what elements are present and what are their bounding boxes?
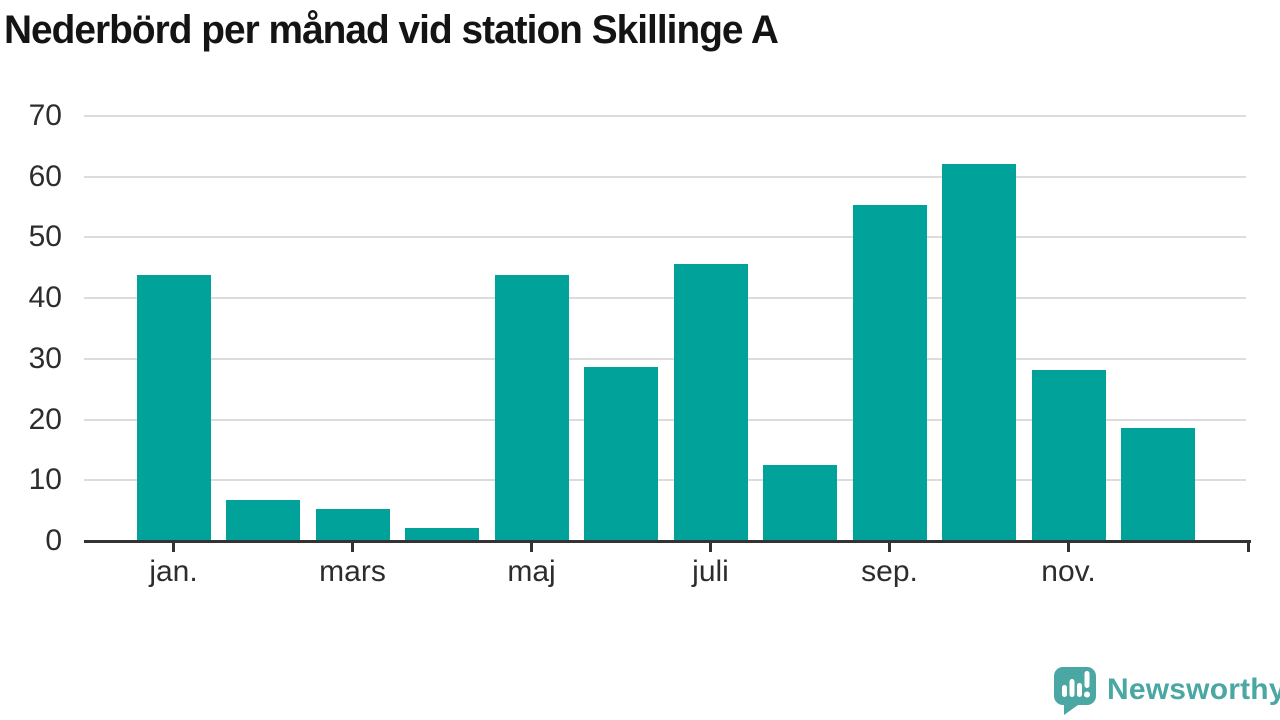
x-axis-tick xyxy=(1067,543,1070,552)
bar xyxy=(852,204,927,541)
bar xyxy=(405,528,479,541)
x-axis-tick xyxy=(709,543,712,552)
bar xyxy=(226,500,300,541)
x-axis-tick xyxy=(351,543,354,552)
gridline xyxy=(84,236,1246,239)
x-axis-line xyxy=(84,540,1251,543)
y-axis-label: 20 xyxy=(28,402,62,436)
axis-end-tick xyxy=(1247,543,1250,552)
y-axis-label: 10 xyxy=(28,463,62,497)
x-axis-label: jan. xyxy=(149,555,198,588)
y-axis-label: 70 xyxy=(28,99,62,132)
x-axis-tick xyxy=(530,543,533,552)
x-axis-label: juli xyxy=(692,555,729,588)
gridline xyxy=(84,175,1246,178)
gridline xyxy=(84,357,1246,360)
x-axis-label: nov. xyxy=(1041,555,1096,588)
bar xyxy=(673,264,748,541)
bar xyxy=(584,367,658,541)
gridline xyxy=(84,479,1246,482)
gridline xyxy=(84,297,1246,300)
newsworthy-logo-icon xyxy=(1054,667,1096,715)
x-axis-label: maj xyxy=(507,555,556,588)
x-axis-tick xyxy=(172,543,175,552)
chart-title: Nederbörd per månad vid station Skilling… xyxy=(4,8,779,52)
y-axis-label: 50 xyxy=(28,220,62,254)
y-axis-label: 30 xyxy=(28,341,62,375)
y-axis-label: 40 xyxy=(28,281,62,315)
bar xyxy=(1031,369,1106,541)
bar xyxy=(494,275,569,541)
y-axis-label: 0 xyxy=(45,524,62,557)
newsworthy-brand-name: Newsworthy xyxy=(1107,673,1280,706)
bar xyxy=(942,163,1016,541)
x-axis-label: mars xyxy=(319,555,386,588)
x-axis-label: sep. xyxy=(861,555,918,588)
y-axis-label: 60 xyxy=(28,159,62,193)
gridline xyxy=(84,418,1246,421)
bar xyxy=(1121,428,1195,541)
bar xyxy=(763,464,837,541)
bar xyxy=(136,275,211,541)
bar xyxy=(315,508,390,541)
gridline xyxy=(84,115,1246,117)
newsworthy-brand: Newsworthy xyxy=(1052,665,1280,715)
x-axis-tick xyxy=(888,543,891,552)
